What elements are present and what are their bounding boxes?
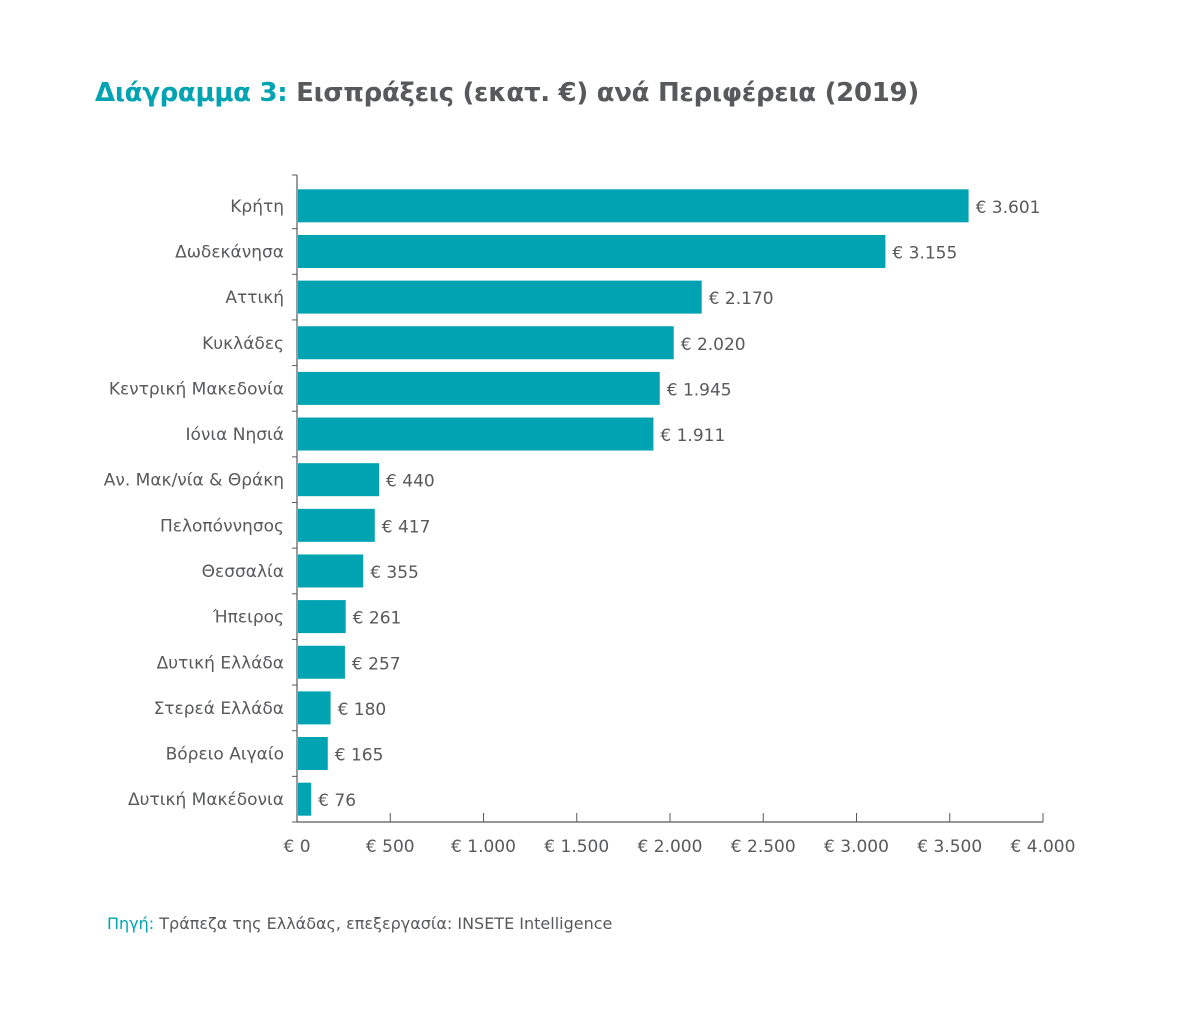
bar — [298, 326, 674, 360]
x-tick-label: € 3.500 — [917, 837, 982, 857]
category-label: Αττική — [225, 288, 284, 308]
data-label: € 417 — [382, 517, 431, 537]
data-label: € 257 — [352, 654, 401, 674]
x-tick-label: € 2.500 — [731, 837, 796, 857]
bar — [298, 737, 328, 771]
category-label: Ήπειρος — [212, 608, 284, 628]
category-label: Δυτική Μακέδονια — [128, 790, 284, 810]
bar — [298, 463, 380, 497]
category-label: Κυκλάδες — [202, 334, 284, 354]
bar — [298, 189, 969, 223]
source-note: Πηγή: Τράπεζα της Ελλάδας, επεξεργασία: … — [107, 914, 612, 933]
bar — [298, 691, 331, 725]
category-label: Στερεά Ελλάδα — [154, 699, 284, 719]
data-label: € 165 — [335, 746, 384, 766]
bar — [298, 782, 312, 816]
bar — [298, 645, 345, 679]
bar — [298, 234, 886, 268]
data-label: € 440 — [386, 472, 435, 492]
data-label: € 76 — [318, 791, 356, 811]
category-label: Κεντρική Μακεδονία — [109, 379, 284, 399]
x-tick-label: € 0 — [283, 837, 310, 857]
category-label: Δωδεκάνησα — [175, 242, 284, 262]
data-label: € 2.170 — [709, 289, 774, 309]
data-label: € 2.020 — [681, 335, 746, 355]
data-label: € 180 — [338, 700, 387, 720]
source-label: Πηγή: — [107, 914, 155, 933]
x-tick-label: € 500 — [366, 837, 415, 857]
x-tick-label: € 4.000 — [1011, 837, 1076, 857]
category-label: Κρήτη — [230, 197, 284, 217]
source-text: Τράπεζα της Ελλάδας, επεξεργασία: INSETE… — [159, 914, 613, 933]
bar — [298, 280, 702, 314]
x-tick-label: € 2.000 — [638, 837, 703, 857]
data-label: € 1.945 — [667, 380, 732, 400]
x-tick-label: € 1.500 — [544, 837, 609, 857]
category-label: Πελοπόννησος — [160, 516, 284, 536]
bar — [298, 371, 660, 405]
chart-title-text: Εισπράξεις (εκατ. €) ανά Περιφέρεια (201… — [296, 78, 919, 108]
bar — [298, 417, 654, 451]
bar — [298, 600, 346, 634]
data-label: € 3.601 — [976, 198, 1041, 218]
bar — [298, 508, 375, 542]
data-label: € 3.155 — [892, 243, 957, 263]
x-tick-label: € 1.000 — [451, 837, 516, 857]
x-tick-label: € 3.000 — [824, 837, 889, 857]
data-label: € 261 — [353, 609, 402, 629]
data-label: € 355 — [370, 563, 419, 583]
category-label: Βόρειο Αιγαίο — [166, 745, 284, 765]
data-label: € 1.911 — [660, 426, 725, 446]
category-label: Δυτική Ελλάδα — [157, 653, 284, 673]
category-label: Αν. Μακ/νία & Θράκη — [104, 471, 284, 491]
category-label: Θεσσαλία — [202, 562, 284, 582]
category-label: Ιόνια Νησιά — [186, 425, 285, 445]
chart-title-prefix: Διάγραμμα 3: — [95, 78, 288, 108]
chart-title: Διάγραμμα 3: Εισπράξεις (εκατ. €) ανά Πε… — [95, 78, 919, 108]
bar — [298, 554, 364, 588]
